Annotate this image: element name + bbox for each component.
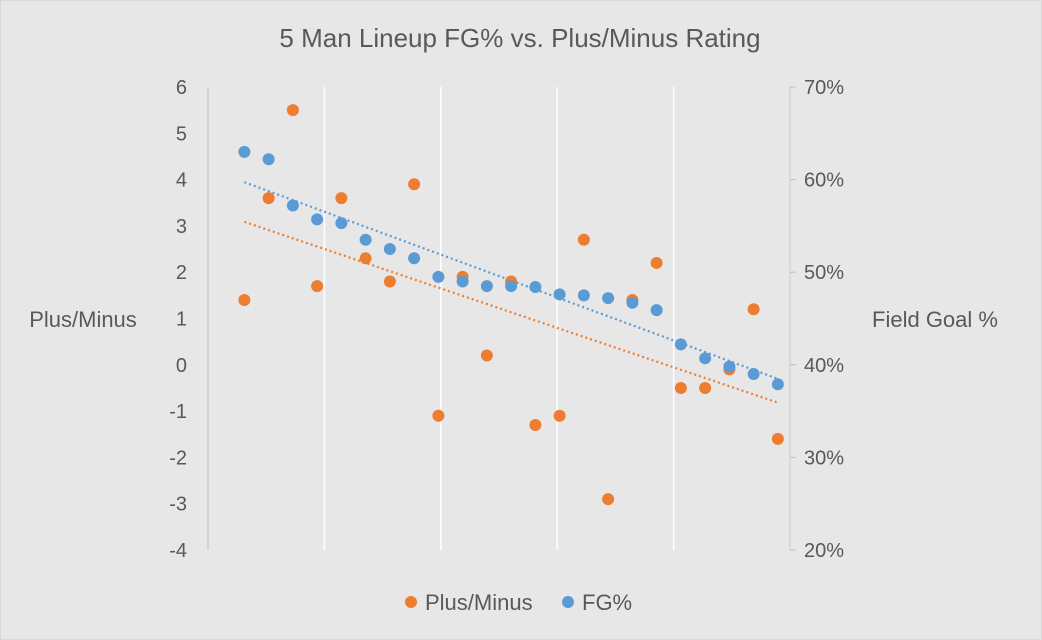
data-point-fg- bbox=[553, 288, 566, 301]
data-point-plus-minus bbox=[747, 303, 760, 316]
data-point-fg- bbox=[699, 352, 712, 365]
data-point-plus-minus bbox=[553, 409, 566, 422]
left-tick-label: -3 bbox=[169, 494, 187, 516]
data-point-fg- bbox=[529, 281, 542, 294]
trendlines bbox=[243, 181, 779, 404]
data-point-plus-minus bbox=[359, 252, 372, 265]
left-tick-label: -1 bbox=[169, 401, 187, 423]
left-tick-label: 2 bbox=[176, 262, 187, 284]
left-tick-label: 6 bbox=[176, 77, 187, 99]
legend-label: Plus/Minus bbox=[425, 590, 533, 615]
legend-marker bbox=[405, 596, 417, 608]
data-point-fg- bbox=[262, 153, 275, 166]
right-tick-label: 60% bbox=[804, 170, 844, 192]
left-tick-label: 1 bbox=[176, 309, 187, 331]
data-point-plus-minus bbox=[674, 381, 687, 394]
data-point-plus-minus bbox=[529, 418, 542, 431]
right-tick-label: 50% bbox=[804, 262, 844, 284]
legend: Plus/Minus FG% bbox=[405, 590, 632, 615]
data-point-plus-minus bbox=[480, 349, 493, 362]
data-point-fg- bbox=[335, 217, 348, 230]
data-point-fg- bbox=[674, 338, 687, 351]
right-tick-label: 30% bbox=[804, 447, 844, 469]
right-axis-tick-labels: 70% 60% 50% 40% 30% 20% bbox=[790, 77, 844, 562]
right-tick-label: 40% bbox=[804, 355, 844, 377]
legend-marker bbox=[562, 596, 574, 608]
data-point-plus-minus bbox=[262, 192, 275, 205]
chart-title: 5 Man Lineup FG% vs. Plus/Minus Rating bbox=[279, 23, 760, 53]
data-point-plus-minus bbox=[650, 256, 663, 269]
data-point-fg- bbox=[505, 280, 518, 293]
data-point-fg- bbox=[577, 289, 590, 302]
data-point-plus-minus bbox=[602, 493, 615, 506]
data-point-fg- bbox=[311, 213, 324, 226]
data-points bbox=[238, 104, 784, 506]
left-axis-label: Plus/Minus bbox=[29, 307, 137, 332]
data-point-plus-minus bbox=[311, 280, 324, 293]
data-point-fg- bbox=[286, 199, 299, 212]
right-tick-label: 20% bbox=[804, 540, 844, 562]
data-point-fg- bbox=[650, 304, 663, 317]
right-tick-label: 70% bbox=[804, 77, 844, 99]
data-point-plus-minus bbox=[771, 432, 784, 445]
data-point-plus-minus bbox=[238, 293, 251, 306]
data-point-fg- bbox=[408, 252, 421, 265]
gridlines bbox=[323, 87, 791, 550]
left-tick-label: -2 bbox=[169, 447, 187, 469]
left-tick-label: 0 bbox=[176, 355, 187, 377]
data-point-fg- bbox=[480, 280, 493, 293]
data-point-plus-minus bbox=[286, 104, 299, 117]
left-tick-label: -4 bbox=[169, 540, 187, 562]
data-point-fg- bbox=[456, 275, 469, 288]
data-point-fg- bbox=[771, 378, 784, 391]
data-point-plus-minus bbox=[383, 275, 396, 288]
data-point-fg- bbox=[626, 296, 639, 309]
left-tick-label: 4 bbox=[176, 170, 187, 192]
data-point-plus-minus bbox=[432, 409, 445, 422]
data-point-plus-minus bbox=[408, 178, 421, 191]
data-point-fg- bbox=[359, 233, 372, 246]
left-tick-label: 5 bbox=[176, 123, 187, 145]
data-point-plus-minus bbox=[699, 381, 712, 394]
data-point-fg- bbox=[747, 368, 760, 381]
data-point-fg- bbox=[432, 270, 445, 283]
trendline-plus-minus bbox=[244, 220, 779, 404]
data-point-fg- bbox=[238, 145, 251, 158]
data-point-fg- bbox=[602, 292, 615, 305]
data-point-fg- bbox=[723, 360, 736, 373]
data-point-plus-minus bbox=[335, 192, 348, 205]
left-tick-label: 3 bbox=[176, 216, 187, 238]
right-axis-label: Field Goal % bbox=[872, 307, 998, 332]
data-point-plus-minus bbox=[577, 233, 590, 246]
data-point-fg- bbox=[383, 243, 396, 256]
left-axis-tick-labels: 6 5 4 3 2 1 0 -1 -2 -3 -4 bbox=[169, 77, 187, 562]
legend-label: FG% bbox=[582, 590, 632, 615]
